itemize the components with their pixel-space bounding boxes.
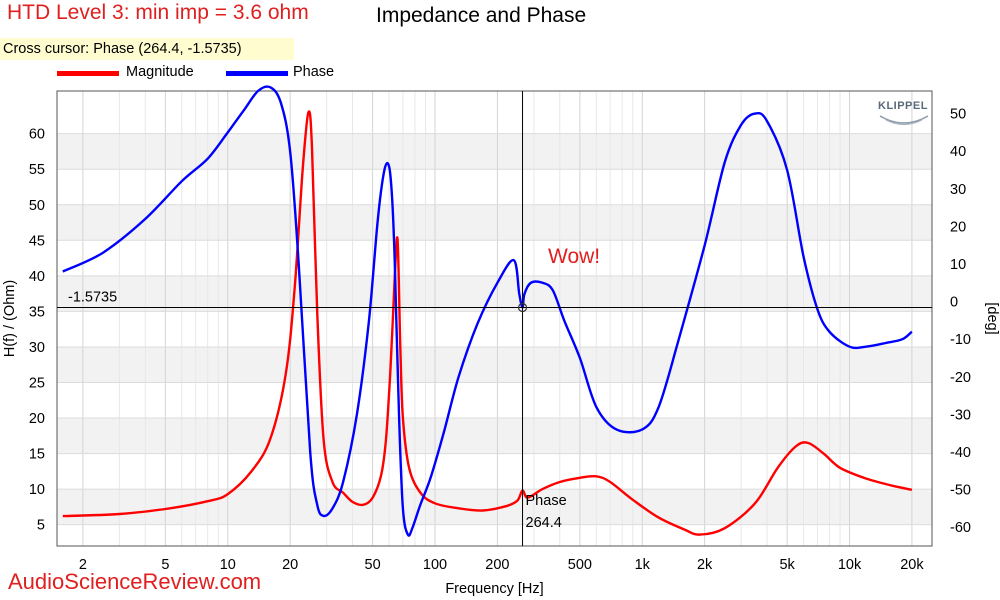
cursor-marker — [517, 302, 528, 313]
chart-title: Impedance and Phase — [376, 4, 587, 27]
y-tick-label: 15 — [29, 447, 45, 463]
x-tick-label: 1k — [635, 557, 651, 573]
y-tick-label: 50 — [29, 198, 45, 214]
y-tick-label: 25 — [29, 375, 45, 391]
legend-label-magnitude: Magnitude — [126, 64, 194, 80]
y2-tick-label: -30 — [950, 407, 971, 423]
y2-tick-label: -10 — [950, 332, 971, 348]
y2-tick-label: 40 — [950, 144, 966, 160]
x-tick-label: 50 — [365, 557, 381, 573]
y2-tick-label: -60 — [950, 520, 971, 536]
cursor-y-label: -1.5735 — [68, 289, 117, 305]
y2-tick-label: 20 — [950, 219, 966, 235]
y-tick-label: 5 — [37, 518, 45, 534]
y2-tick-label: 10 — [950, 257, 966, 273]
legend-swatch-phase — [226, 71, 288, 76]
x-tick-label: 10 — [220, 557, 236, 573]
y-tick-label: 30 — [29, 340, 45, 356]
measurement-title: HTD Level 3: min imp = 3.6 ohm — [7, 1, 309, 24]
y-tick-label: 40 — [29, 269, 45, 285]
y-tick-label: 45 — [29, 233, 45, 249]
x-tick-label: 100 — [423, 557, 447, 573]
watermark: AudioScienceReview.com — [8, 569, 262, 594]
x-tick-label: 2 — [79, 557, 87, 573]
grid-band — [57, 489, 932, 525]
series-line-phase — [62, 85, 913, 537]
series-line-magnitude — [62, 110, 913, 536]
y2-tick-label: 0 — [950, 295, 958, 311]
plot-frame — [56, 90, 933, 547]
y-tick-label: 10 — [29, 482, 45, 498]
klippel-logo-text: KLIPPEL — [878, 100, 928, 112]
cursor-readout: Cross cursor: Phase (264.4, -1.5735) — [0, 38, 294, 60]
grid-band — [57, 204, 932, 241]
grid-band — [57, 418, 932, 454]
y2-axis-label: [deg] — [984, 302, 1000, 334]
grid-band — [57, 133, 932, 170]
y2-tick-label: 30 — [950, 182, 966, 198]
legend-label-phase: Phase — [293, 64, 335, 80]
wow-annotation: Wow! — [548, 245, 601, 268]
y-tick-label: 35 — [29, 304, 45, 320]
y-tick-label: 55 — [29, 162, 45, 178]
x-tick-label: 5k — [779, 557, 795, 573]
y-tick-label: 20 — [29, 411, 45, 427]
x-tick-label: 500 — [568, 557, 592, 573]
x-tick-label: 200 — [485, 557, 509, 573]
x-tick-label: 5 — [161, 557, 169, 573]
grid-band — [57, 346, 932, 383]
cursor-series-label: Phase — [526, 493, 567, 509]
y2-tick-label: -40 — [950, 445, 971, 461]
y2-tick-label: 50 — [950, 107, 966, 123]
y2-tick-label: -50 — [950, 483, 971, 499]
y-axis-label: H(f) / (Ohm) — [2, 280, 18, 357]
x-tick-label: 20k — [900, 557, 924, 573]
grid-band — [57, 275, 932, 312]
klippel-logo: KLIPPEL — [876, 96, 932, 130]
x-tick-label: 20 — [282, 557, 298, 573]
x-axis-label: Frequency [Hz] — [445, 581, 543, 597]
x-tick-label: 2k — [697, 557, 713, 573]
cursor-x-label: 264.4 — [526, 515, 562, 531]
y2-tick-label: -20 — [950, 370, 971, 386]
y-tick-label: 60 — [29, 127, 45, 143]
x-tick-label: 10k — [838, 557, 862, 573]
legend-swatch-magnitude — [57, 71, 119, 76]
